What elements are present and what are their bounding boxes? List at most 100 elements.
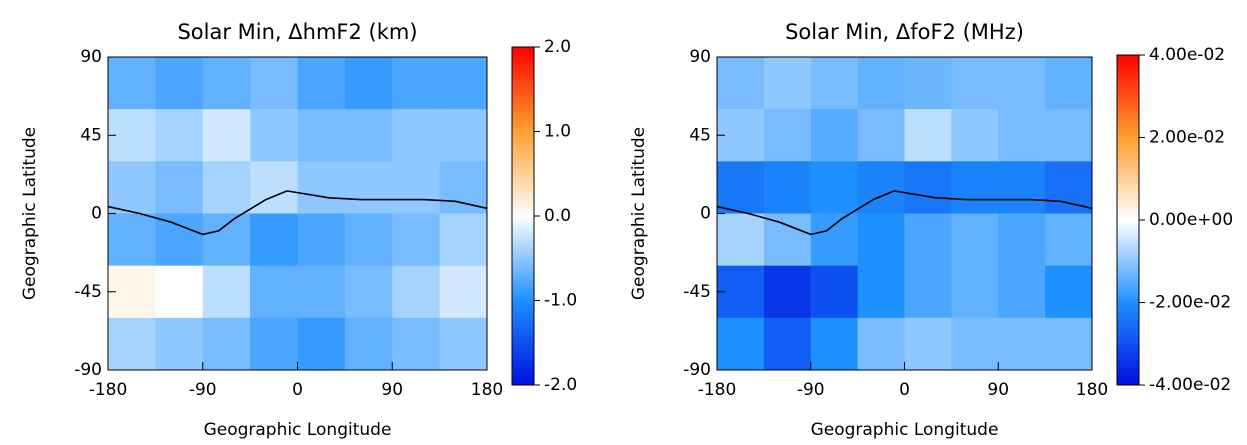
heat-cell xyxy=(344,109,393,162)
heat-cell xyxy=(763,57,812,110)
x-tick-label: -90 xyxy=(189,380,217,400)
heat-cell xyxy=(155,109,204,162)
heat-cell xyxy=(998,57,1046,110)
heat-cell xyxy=(344,213,393,267)
colorbar-tick-label: 1.0 xyxy=(544,122,571,142)
y-tick-label: 0 xyxy=(91,204,102,224)
x-axis-label: Geographic Longitude xyxy=(204,420,392,440)
heat-cell xyxy=(998,265,1046,319)
heat-cell xyxy=(392,161,441,214)
x-axis-label: Geographic Longitude xyxy=(811,420,999,440)
heat-cell xyxy=(344,317,393,371)
heat-cell xyxy=(439,265,488,319)
chart-title: Solar Min, ΔfoF2 (MHz) xyxy=(785,20,1024,44)
chart-title: Solar Min, ΔhmF2 (km) xyxy=(177,20,417,44)
colorbar xyxy=(1116,54,1140,386)
colorbar-tick-label: -4.00e-02 xyxy=(1149,375,1231,395)
heat-cell xyxy=(344,57,393,110)
heat-cell xyxy=(392,265,441,319)
colorbar-tick-label: 0.0 xyxy=(544,206,571,226)
heat-cell xyxy=(1045,213,1093,267)
colorbar xyxy=(511,46,535,386)
x-tick-label: 90 xyxy=(381,380,403,400)
heat-cell xyxy=(951,161,999,214)
heat-cell xyxy=(250,57,298,110)
colorbar-tick-label: 2.00e-02 xyxy=(1149,128,1225,148)
heat-cell xyxy=(202,161,251,214)
heat-cell xyxy=(439,57,488,110)
heat-cell xyxy=(297,161,346,214)
heat-cell xyxy=(202,213,251,267)
heat-cell xyxy=(202,57,251,110)
x-tick-label: -90 xyxy=(797,380,825,400)
heat-cell xyxy=(763,317,812,371)
heat-cell xyxy=(155,213,204,267)
heat-cell xyxy=(857,213,905,267)
heat-cell xyxy=(717,317,765,371)
heat-cell xyxy=(1045,265,1093,319)
heat-cell xyxy=(763,213,812,267)
heat-cell xyxy=(439,161,488,214)
heat-cell xyxy=(763,265,812,319)
heat-cell xyxy=(344,265,393,319)
heat-cell xyxy=(155,57,204,110)
heat-cell xyxy=(717,161,765,214)
heat-cell xyxy=(250,317,298,371)
heat-cell xyxy=(904,265,952,319)
colorbar-tick-label: -2.00e-02 xyxy=(1149,293,1231,313)
y-tick-label: -45 xyxy=(683,282,711,302)
heat-cell xyxy=(155,161,204,214)
x-tick-label: -180 xyxy=(89,380,128,400)
heat-cell xyxy=(250,265,298,319)
y-tick-label: -90 xyxy=(683,360,711,380)
heat-cell xyxy=(904,161,952,214)
heat-cell xyxy=(344,161,393,214)
heat-cell xyxy=(108,57,156,110)
magnetic-equator xyxy=(107,190,488,236)
heat-cell xyxy=(810,265,859,319)
heat-cell xyxy=(904,317,952,371)
x-tick-label: 0 xyxy=(899,380,910,400)
heat-cell xyxy=(202,265,251,319)
heat-cell xyxy=(392,213,441,267)
heat-cell xyxy=(904,213,952,267)
heat-cell xyxy=(392,57,441,110)
heat-cell xyxy=(951,317,999,371)
heat-cell xyxy=(250,213,298,267)
heat-cell xyxy=(1045,317,1093,371)
colorbar-tick-label: -2.0 xyxy=(544,375,577,395)
heat-cell xyxy=(439,317,488,371)
heat-cell xyxy=(717,57,765,110)
y-tick-label: 45 xyxy=(80,125,102,145)
heat-cell xyxy=(108,317,156,371)
heat-cell xyxy=(392,109,441,162)
y-tick-label: 90 xyxy=(689,47,711,67)
heat-cell xyxy=(857,161,905,214)
heat-cell xyxy=(810,317,859,371)
y-tick-label: 45 xyxy=(689,125,711,145)
heat-cell xyxy=(810,57,859,110)
colorbar-tick-label: 0.00e+00 xyxy=(1149,210,1233,230)
heat-cell xyxy=(202,317,251,371)
x-tick-label: 180 xyxy=(1076,380,1108,400)
heat-cell xyxy=(439,109,488,162)
heat-cell xyxy=(297,265,346,319)
colorbar-tick-label: 2.0 xyxy=(544,37,571,57)
heat-cell xyxy=(951,57,999,110)
heat-cell xyxy=(998,109,1046,162)
heat-cell xyxy=(250,109,298,162)
magnetic-equator xyxy=(716,190,1093,236)
y-tick-label: -90 xyxy=(74,360,102,380)
heat-cell xyxy=(904,57,952,110)
heat-cell xyxy=(717,213,765,267)
heat-cell xyxy=(998,317,1046,371)
heat-cell xyxy=(810,161,859,214)
heat-cell xyxy=(155,265,204,319)
heat-cell xyxy=(857,317,905,371)
heat-cell xyxy=(297,213,346,267)
heat-cell xyxy=(951,265,999,319)
y-tick-label: 0 xyxy=(700,204,711,224)
heat-cell xyxy=(951,213,999,267)
y-tick-label: -45 xyxy=(74,282,102,302)
